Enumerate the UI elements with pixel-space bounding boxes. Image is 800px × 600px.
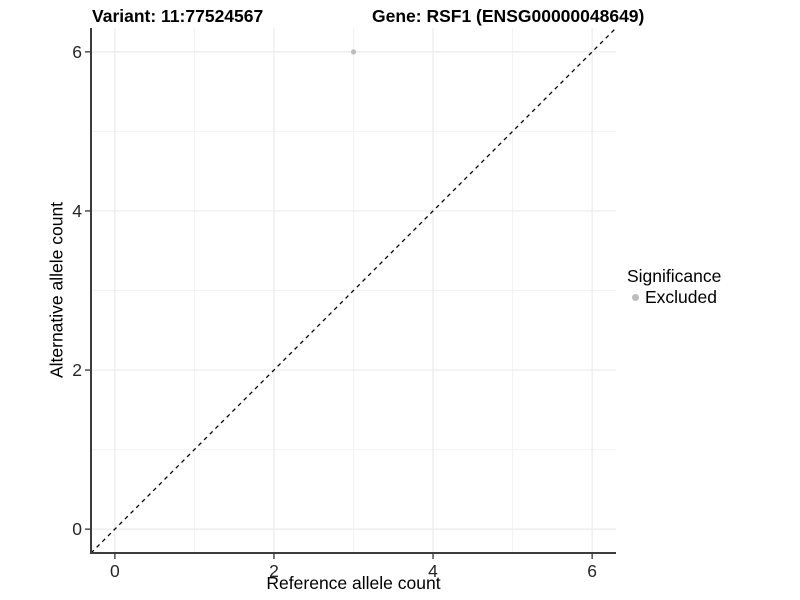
data-point bbox=[350, 49, 357, 55]
legend-item-excluded: Excluded bbox=[627, 287, 721, 308]
gene-title: Gene: RSF1 (ENSG00000048649) bbox=[372, 6, 645, 26]
x-tick-label: 4 bbox=[428, 561, 438, 581]
x-tick-label: 0 bbox=[110, 561, 120, 581]
legend-item-label: Excluded bbox=[645, 287, 717, 307]
x-tick-label: 6 bbox=[587, 561, 597, 581]
x-tick-label: 2 bbox=[269, 561, 279, 581]
identity-line bbox=[90, 27, 617, 554]
legend-point-icon bbox=[632, 294, 639, 301]
y-tick-label: 4 bbox=[72, 201, 82, 221]
y-tick-label: 0 bbox=[72, 519, 82, 539]
variant-title: Variant: 11:77524567 bbox=[92, 6, 264, 26]
y-tick-label: 6 bbox=[72, 42, 82, 62]
y-tick-label: 2 bbox=[72, 360, 82, 380]
x-axis-title: Reference allele count bbox=[266, 573, 441, 593]
y-axis-title: Alternative allele count bbox=[46, 201, 67, 379]
legend: Significance Excluded bbox=[627, 266, 721, 308]
legend-title: Significance bbox=[627, 266, 722, 286]
